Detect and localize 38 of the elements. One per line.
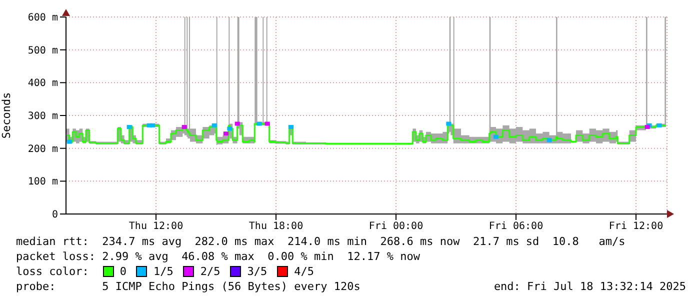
point xyxy=(150,123,156,128)
point xyxy=(494,134,498,139)
y-axis-title: Seconds xyxy=(0,92,13,139)
point xyxy=(224,132,228,136)
y-tick-label: 100 m xyxy=(28,176,58,188)
point xyxy=(546,138,552,142)
point xyxy=(182,124,187,129)
x-tick-label: Fri 00:00 xyxy=(368,221,424,232)
y-tick-label: 200 m xyxy=(28,144,58,155)
legend-label: 1/5 xyxy=(153,264,174,279)
point xyxy=(126,124,132,129)
point xyxy=(234,122,240,126)
text: probe: 5 ICMP Echo Pings (56 Bytes) every 120s xyxy=(16,279,360,294)
point xyxy=(446,122,452,126)
y-tick-label: 0 xyxy=(52,210,58,221)
legend-label: 4/5 xyxy=(294,264,314,279)
y-tick-label: 300 m xyxy=(28,111,58,122)
legend-label: 3/5 xyxy=(247,264,268,279)
x-tick-label: Fri 06:00 xyxy=(488,221,544,232)
y-tick-label: 600 m xyxy=(28,12,58,24)
text: end: Fri Jul 18 13:32:14 2025 xyxy=(494,279,686,294)
legend-title: loss color: xyxy=(16,264,89,279)
y-tick-label: 500 m xyxy=(28,45,58,56)
x-tick-label: Thu 18:00 xyxy=(248,221,304,232)
point xyxy=(656,123,662,128)
text: packet loss: 2.99 % avg 46.08 % max 0.00 % min 12.17 % now xyxy=(16,249,421,264)
x-tick-label: Fri 12:00 xyxy=(608,221,664,232)
point xyxy=(212,123,217,128)
point xyxy=(288,124,294,129)
legend-label: 0 xyxy=(120,264,126,279)
point xyxy=(66,140,72,144)
legend-label: 2/5 xyxy=(200,264,220,279)
point xyxy=(256,122,262,126)
y-tick-label: 400 m xyxy=(28,78,58,90)
point xyxy=(227,126,232,131)
point xyxy=(264,122,270,126)
text: median rtt: 234.7 ms avg 282.0 ms max 214.0 ms min 268.6 ms now 21.7 ms sd 10.8 am/s xyxy=(16,234,626,249)
x-tick-label: Thu 12:00 xyxy=(128,221,184,232)
